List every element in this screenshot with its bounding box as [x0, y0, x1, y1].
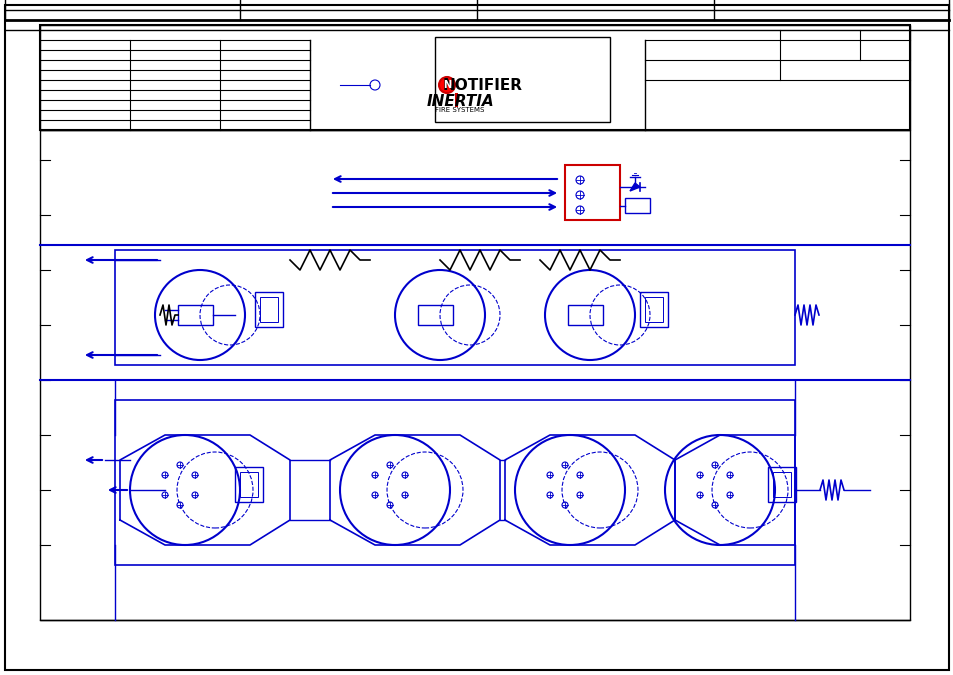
Bar — [767, 467, 795, 502]
Bar — [639, 292, 667, 327]
Bar — [567, 305, 602, 325]
Bar — [455, 93, 457, 107]
Bar — [40, 25, 909, 130]
Bar — [417, 305, 453, 325]
Bar — [644, 297, 662, 322]
Bar — [40, 25, 909, 130]
Bar — [260, 297, 277, 322]
Bar — [115, 250, 794, 365]
Bar — [234, 467, 263, 502]
Polygon shape — [629, 183, 639, 191]
Bar — [254, 292, 283, 327]
Bar — [564, 165, 619, 220]
Bar — [178, 305, 213, 325]
Text: N: N — [442, 80, 451, 90]
Bar — [772, 472, 790, 497]
Bar — [115, 400, 794, 565]
Bar — [435, 37, 609, 122]
Bar — [240, 472, 257, 497]
Circle shape — [438, 77, 455, 93]
Bar — [40, 130, 909, 620]
Text: INERTIA: INERTIA — [426, 94, 494, 109]
Text: FIRE SYSTEMS: FIRE SYSTEMS — [435, 107, 484, 113]
Bar — [624, 198, 649, 213]
Text: NOTIFIER: NOTIFIER — [442, 78, 522, 92]
